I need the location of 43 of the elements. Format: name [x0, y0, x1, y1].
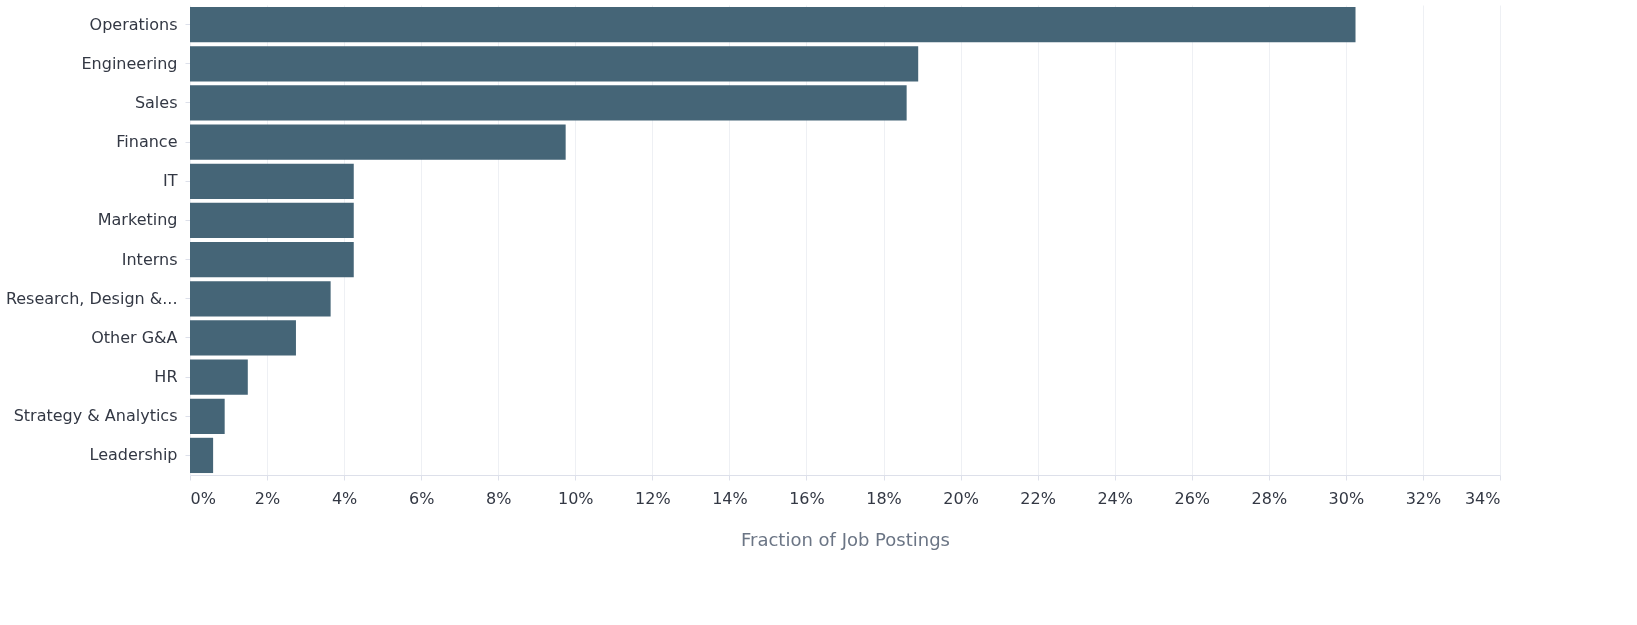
x-tick-label: 24% [1097, 488, 1133, 508]
y-tick-label: Research, Design &... [5, 288, 178, 308]
y-tick-label: Other G&A [91, 327, 178, 347]
bar [190, 281, 331, 317]
bar [190, 437, 214, 474]
y-tick-label: IT [163, 171, 178, 191]
x-tick-label: 4% [331, 488, 358, 508]
x-tick-label: 10% [558, 488, 594, 508]
y-tick-label: HR [154, 367, 178, 387]
x-tick-label: 32% [1405, 488, 1442, 508]
x-tick-label: 16% [789, 488, 825, 508]
x-tick-label: 34% [1464, 488, 1501, 508]
bar [190, 202, 354, 239]
bar [190, 241, 354, 278]
x-tick-label: 20% [943, 488, 979, 508]
x-tick-label: 6% [408, 488, 435, 508]
y-tick-label: Strategy & Analytics [13, 406, 178, 426]
x-tick-label: 26% [1174, 488, 1211, 508]
y-tick-label: Sales [134, 92, 178, 112]
y-tick-label: Operations [89, 14, 178, 34]
bar [190, 163, 354, 199]
x-tick-label: 14% [712, 488, 748, 508]
x-tick-label: 0% [190, 488, 216, 508]
x-tick-label: 8% [486, 488, 512, 508]
x-tick-label: 18% [866, 488, 902, 508]
x-axis-title: Fraction of Job Postings [741, 528, 950, 550]
x-tick-label: 2% [254, 488, 281, 508]
bar [190, 359, 248, 395]
bar [190, 6, 1356, 43]
y-tick-label: Engineering [81, 53, 178, 73]
x-tick-label: 22% [1020, 488, 1056, 508]
x-tick-label: 28% [1251, 488, 1288, 508]
x-tick-label: 30% [1328, 488, 1365, 508]
x-tick-label: 12% [635, 488, 671, 508]
y-tick-label: Marketing [97, 210, 178, 230]
y-tick-label: Interns [121, 249, 178, 269]
bar [190, 320, 296, 356]
bar [190, 85, 907, 121]
y-tick-label: Leadership [89, 445, 178, 465]
bar [190, 46, 919, 82]
y-tick-label: Finance [116, 132, 178, 152]
bar [190, 124, 566, 160]
bar [190, 398, 225, 434]
